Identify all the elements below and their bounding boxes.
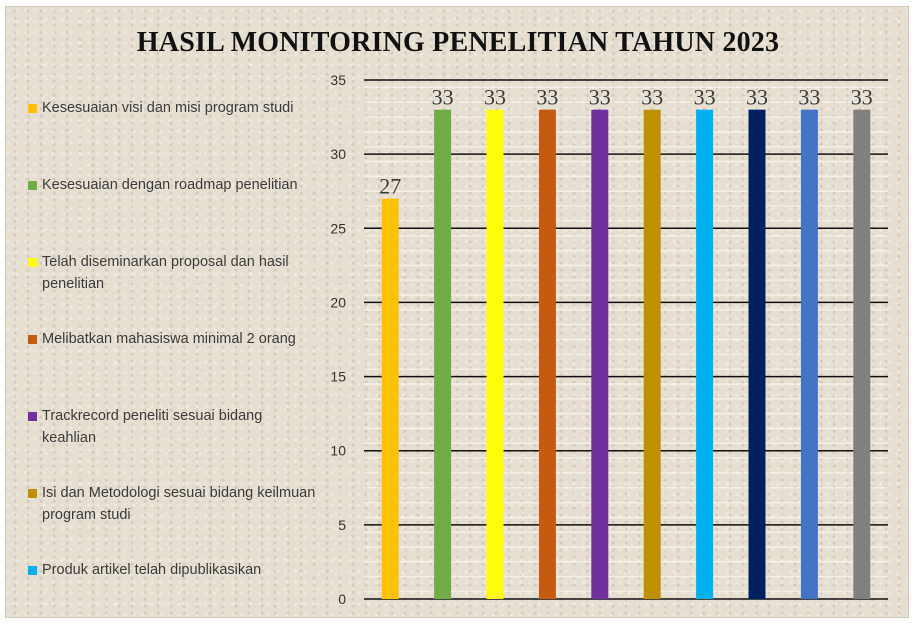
y-tick-label: 15 xyxy=(330,369,346,385)
legend-item: Trackrecord peneliti sesuai bidang keahl… xyxy=(28,405,318,482)
legend-label: Kesesuaian visi dan misi program studi xyxy=(42,100,294,116)
bar xyxy=(381,198,399,599)
legend-label: Melibatkan mahasiswa minimal 2 orang xyxy=(42,331,296,347)
data-label: 33 xyxy=(798,85,820,110)
bar xyxy=(696,109,714,600)
legend-item: Produk artikel telah dipublikasikan xyxy=(28,559,318,617)
legend-swatch xyxy=(28,181,37,190)
data-label: 33 xyxy=(589,85,611,110)
legend-swatch xyxy=(28,258,37,267)
bar xyxy=(800,109,818,600)
data-label: 33 xyxy=(641,85,663,110)
y-tick-label: 10 xyxy=(330,443,346,459)
legend-label: Telah diseminarkan proposal dan hasil pe… xyxy=(42,254,289,292)
plot-area: 0 5 10 15 20 25 30 35 27 33 33 33 33 33 33 33 33 33 xyxy=(330,72,888,607)
data-label: 33 xyxy=(484,85,506,110)
data-label: 33 xyxy=(536,85,558,110)
data-label: 27 xyxy=(379,174,401,199)
legend-item: Kesesuaian dengan roadmap penelitian xyxy=(28,174,318,251)
bar xyxy=(486,109,504,600)
bar xyxy=(643,109,661,600)
legend-swatch xyxy=(28,412,37,421)
data-label: 33 xyxy=(851,85,873,110)
legend-swatch xyxy=(28,335,37,344)
data-label: 33 xyxy=(432,85,454,110)
legend-swatch xyxy=(28,566,37,575)
y-tick-label: 5 xyxy=(338,517,346,533)
legend-label: Isi dan Metodologi sesuai bidang keilmua… xyxy=(42,485,316,523)
legend-label: Trackrecord peneliti sesuai bidang keahl… xyxy=(42,408,263,446)
legend-label: Kesesuaian dengan roadmap penelitian xyxy=(42,177,298,193)
data-label: 33 xyxy=(746,85,768,110)
bar xyxy=(538,109,556,600)
legend: Kesesuaian visi dan misi program studi Ke… xyxy=(28,97,318,617)
chart-title: HASIL MONITORING PENELITIAN TAHUN 2023 xyxy=(136,27,780,58)
y-tick-label: 35 xyxy=(330,72,346,88)
bar xyxy=(853,109,871,600)
legend-swatch xyxy=(28,104,37,113)
bar xyxy=(591,109,609,600)
y-tick-label: 0 xyxy=(338,591,346,607)
bar xyxy=(434,109,452,600)
legend-item: Telah diseminarkan proposal dan hasil pe… xyxy=(28,251,318,328)
data-label: 33 xyxy=(694,85,716,110)
y-tick-label: 20 xyxy=(330,294,346,310)
bar xyxy=(748,109,766,600)
legend-label: Produk artikel telah dipublikasikan xyxy=(42,562,262,578)
legend-item: Isi dan Metodologi sesuai bidang keilmua… xyxy=(28,482,318,559)
y-tick-label: 25 xyxy=(330,220,346,236)
legend-swatch xyxy=(28,489,37,498)
chart-frame: HASIL MONITORING PENELITIAN TAHUN 2023 K… xyxy=(5,6,909,618)
y-tick-label: 30 xyxy=(330,146,346,162)
legend-item: Melibatkan mahasiswa minimal 2 orang xyxy=(28,328,318,405)
legend-item: Kesesuaian visi dan misi program studi xyxy=(28,97,318,174)
